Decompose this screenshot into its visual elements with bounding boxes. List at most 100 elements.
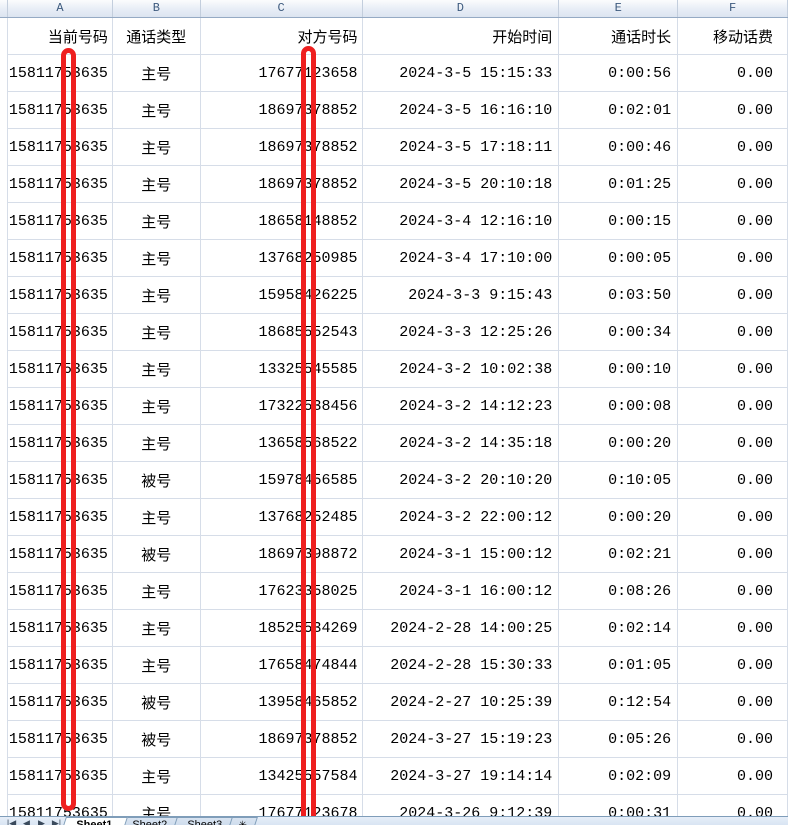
row-header-stub[interactable] [0, 129, 8, 166]
cell-d[interactable]: 2024-3-3 12:25:26 [362, 314, 560, 351]
column-header-d[interactable]: D [363, 0, 560, 17]
cell-d[interactable]: 2024-2-28 15:30:33 [362, 647, 560, 684]
cell-a[interactable]: 15811753635 [7, 647, 113, 684]
row-header-stub[interactable] [0, 425, 8, 462]
cell-e[interactable]: 0:08:26 [559, 573, 679, 610]
column-header-a[interactable]: A [8, 0, 113, 17]
cell-a[interactable]: 15811753635 [7, 388, 113, 425]
cell-a[interactable]: 15811753635 [7, 55, 113, 92]
cell-c[interactable]: 17658474844 [200, 647, 363, 684]
column-header-e[interactable]: E [559, 0, 679, 17]
cell-a[interactable]: 15811753635 [7, 314, 113, 351]
row-header-stub[interactable] [0, 499, 8, 536]
cell-a[interactable]: 15811753635 [7, 166, 113, 203]
cell-f[interactable]: 0.00 [678, 462, 788, 499]
cell-b[interactable]: 主号 [112, 647, 201, 684]
row-header-stub[interactable] [0, 573, 8, 610]
cell-f[interactable]: 0.00 [678, 166, 788, 203]
cell-d[interactable]: 2024-3-27 19:14:14 [362, 758, 560, 795]
cell-f[interactable]: 0.00 [678, 240, 788, 277]
cell-c[interactable]: 17623358025 [200, 573, 363, 610]
row-header-stub[interactable] [0, 795, 8, 825]
cell-b[interactable]: 通话类型 [112, 18, 201, 55]
row-header-stub[interactable] [0, 647, 8, 684]
cell-a[interactable]: 15811753635 [7, 684, 113, 721]
prev-sheet-icon[interactable]: ◀ [23, 818, 30, 825]
cell-c[interactable]: 13768252485 [200, 499, 363, 536]
cell-b[interactable]: 被号 [112, 536, 201, 573]
cell-c[interactable]: 18697378852 [200, 721, 363, 758]
cell-c[interactable]: 18697378852 [200, 166, 363, 203]
cell-c[interactable]: 18525534269 [200, 610, 363, 647]
cell-d[interactable]: 2024-3-2 14:35:18 [362, 425, 560, 462]
row-header-stub[interactable] [0, 388, 8, 425]
cell-f[interactable]: 移动话费 [678, 18, 788, 55]
cell-d[interactable]: 2024-3-1 16:00:12 [362, 573, 560, 610]
cell-b[interactable]: 主号 [112, 388, 201, 425]
cell-a[interactable]: 15811753635 [7, 92, 113, 129]
cell-d[interactable]: 2024-3-5 17:18:11 [362, 129, 560, 166]
cell-d[interactable]: 2024-3-2 10:02:38 [362, 351, 560, 388]
cell-b[interactable]: 主号 [112, 499, 201, 536]
row-header-stub[interactable] [0, 240, 8, 277]
cell-f[interactable]: 0.00 [678, 610, 788, 647]
cell-e[interactable]: 0:00:20 [559, 425, 679, 462]
cell-a[interactable]: 15811753635 [7, 536, 113, 573]
cell-e[interactable]: 0:12:54 [559, 684, 679, 721]
tab-sheet3[interactable]: Sheet3 [171, 817, 238, 825]
cell-b[interactable]: 主号 [112, 573, 201, 610]
cell-f[interactable]: 0.00 [678, 92, 788, 129]
cell-b[interactable]: 主号 [112, 425, 201, 462]
cell-e[interactable]: 0:00:20 [559, 499, 679, 536]
row-header-stub[interactable] [0, 166, 8, 203]
first-sheet-icon[interactable]: |◀ [6, 818, 17, 825]
cell-f[interactable]: 0.00 [678, 314, 788, 351]
cell-d[interactable]: 2024-3-3 9:15:43 [362, 277, 560, 314]
row-header-stub[interactable] [0, 684, 8, 721]
cell-e[interactable]: 0:02:01 [559, 92, 679, 129]
cell-c[interactable]: 18697398872 [200, 536, 363, 573]
cell-b[interactable]: 主号 [112, 129, 201, 166]
cell-e[interactable]: 0:03:50 [559, 277, 679, 314]
row-header-stub[interactable] [0, 351, 8, 388]
cell-e[interactable]: 0:01:25 [559, 166, 679, 203]
row-header-stub[interactable] [0, 462, 8, 499]
cell-c[interactable]: 17322538456 [200, 388, 363, 425]
cell-f[interactable]: 0.00 [678, 351, 788, 388]
cell-f[interactable]: 0.00 [678, 647, 788, 684]
cell-b[interactable]: 主号 [112, 55, 201, 92]
cell-e[interactable]: 0:00:05 [559, 240, 679, 277]
cell-a[interactable]: 15811753635 [7, 499, 113, 536]
last-sheet-icon[interactable]: ▶| [51, 818, 62, 825]
row-header-stub[interactable] [0, 721, 8, 758]
cell-b[interactable]: 主号 [112, 166, 201, 203]
cell-d[interactable]: 2024-3-27 15:19:23 [362, 721, 560, 758]
cell-c[interactable]: 对方号码 [200, 18, 363, 55]
cell-e[interactable]: 0:02:14 [559, 610, 679, 647]
tab-sheet1[interactable]: Sheet1 [60, 817, 129, 825]
cell-a[interactable]: 15811753635 [7, 573, 113, 610]
row-header-stub[interactable] [0, 0, 8, 17]
cell-d[interactable]: 2024-3-5 20:10:18 [362, 166, 560, 203]
cell-f[interactable]: 0.00 [678, 684, 788, 721]
cell-c[interactable]: 13425557584 [200, 758, 363, 795]
cell-c[interactable]: 18658148852 [200, 203, 363, 240]
row-header-stub[interactable] [0, 203, 8, 240]
cell-d[interactable]: 2024-3-2 20:10:20 [362, 462, 560, 499]
cell-f[interactable]: 0.00 [678, 536, 788, 573]
cell-e[interactable]: 0:10:05 [559, 462, 679, 499]
cell-f[interactable]: 0.00 [678, 277, 788, 314]
cell-c[interactable]: 13958465852 [200, 684, 363, 721]
cell-e[interactable]: 通话时长 [559, 18, 679, 55]
cell-b[interactable]: 被号 [112, 721, 201, 758]
cell-e[interactable]: 0:00:56 [559, 55, 679, 92]
cell-f[interactable]: 0.00 [678, 721, 788, 758]
cell-b[interactable]: 主号 [112, 610, 201, 647]
cell-f[interactable]: 0.00 [678, 425, 788, 462]
row-header-stub[interactable] [0, 55, 8, 92]
cell-d[interactable]: 开始时间 [362, 18, 560, 55]
cell-a[interactable]: 15811753635 [7, 129, 113, 166]
cell-e[interactable]: 0:00:08 [559, 388, 679, 425]
cell-b[interactable]: 主号 [112, 92, 201, 129]
cell-a[interactable]: 15811753635 [7, 425, 113, 462]
